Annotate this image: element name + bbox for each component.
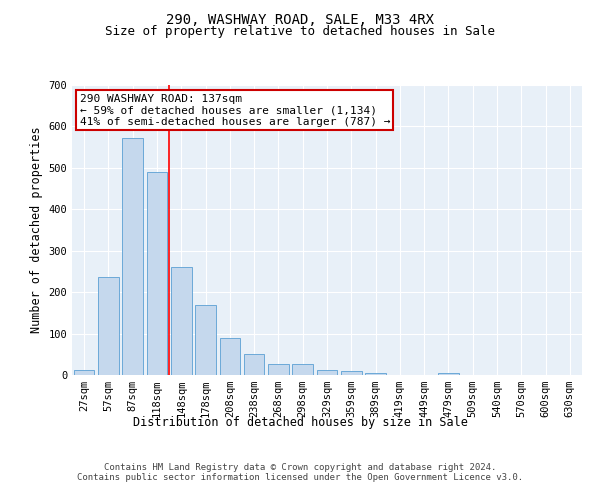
Bar xyxy=(365,373,386,375)
Text: Distribution of detached houses by size in Sale: Distribution of detached houses by size … xyxy=(133,416,467,429)
Text: Size of property relative to detached houses in Sale: Size of property relative to detached ho… xyxy=(105,24,495,38)
Bar xyxy=(244,354,265,375)
Bar xyxy=(122,138,143,375)
Bar xyxy=(220,338,240,375)
Bar xyxy=(268,364,289,375)
Bar xyxy=(195,306,216,375)
Bar xyxy=(98,277,119,375)
Bar xyxy=(74,370,94,375)
Text: Contains HM Land Registry data © Crown copyright and database right 2024.
Contai: Contains HM Land Registry data © Crown c… xyxy=(77,463,523,482)
Bar xyxy=(341,371,362,375)
Bar xyxy=(292,364,313,375)
Text: 290 WASHWAY ROAD: 137sqm
← 59% of detached houses are smaller (1,134)
41% of sem: 290 WASHWAY ROAD: 137sqm ← 59% of detach… xyxy=(80,94,390,127)
Bar xyxy=(171,268,191,375)
Text: 290, WASHWAY ROAD, SALE, M33 4RX: 290, WASHWAY ROAD, SALE, M33 4RX xyxy=(166,13,434,27)
Bar xyxy=(438,373,459,375)
Bar xyxy=(317,370,337,375)
Bar xyxy=(146,172,167,375)
Y-axis label: Number of detached properties: Number of detached properties xyxy=(30,126,43,334)
